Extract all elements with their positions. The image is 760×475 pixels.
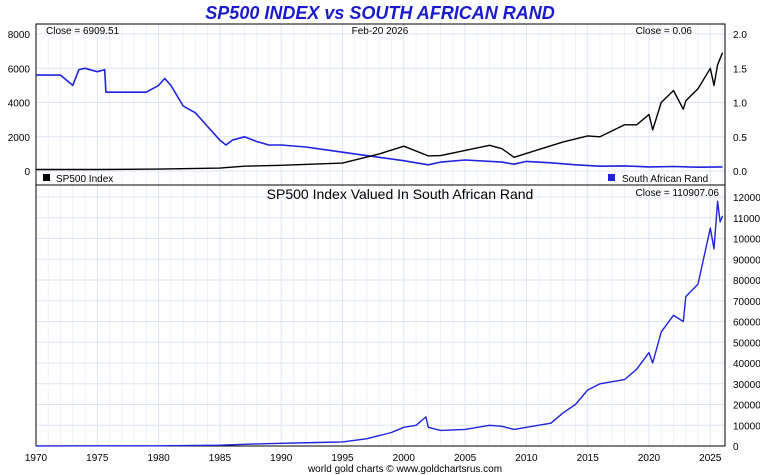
left-y-tick-label: 4000 [8,99,31,110]
bottom-panel-title: SP500 Index Valued In South African Rand [267,186,534,202]
chart-title: SP500 INDEX vs SOUTH AFRICAN RAND [205,3,554,23]
sp500-series-line [36,52,724,171]
sp500-close-readout: Close = 6909.51 [46,26,120,37]
bottom-y-tick-label: 110000 [733,214,760,225]
rand-legend-swatch [608,174,615,181]
legend-sp500: SP500 Index [56,174,113,185]
bottom-y-tick-label: 50000 [733,338,760,349]
legend-rand: South African Rand [622,174,708,185]
x-tick-label: 2005 [454,453,477,464]
bottom-y-tick-label: 100000 [733,235,760,246]
bottom-y-tick-label: 40000 [733,359,760,370]
zar-close-readout: Close = 110907.06 [636,188,720,199]
left-y-tick-label: 2000 [8,133,31,144]
x-tick-label: 1980 [147,453,170,464]
top-panel-frame [35,23,726,186]
sp500-in-zar-series-line [35,200,724,447]
bottom-panel-grid [35,185,725,447]
bottom-y-tick-label: 60000 [733,318,760,329]
left-y-tick-label: 6000 [8,64,31,75]
x-tick-label: 1975 [86,453,109,464]
bottom-y-tick-label: 80000 [733,276,760,287]
footer-credit: world gold charts © www.goldchartsrus.co… [307,464,502,475]
bottom-y-tick-label: 20000 [733,401,760,412]
bottom-y-tick-label: 90000 [733,255,760,266]
bottom-y-tick-label: 10000 [733,421,760,432]
bottom-panel-frame [35,184,726,447]
x-tick-label: 1990 [270,453,293,464]
x-tick-label: 1995 [331,453,354,464]
chart-date: Feb-20 2026 [352,26,409,37]
top-panel-grid [35,24,725,185]
x-tick-label: 2015 [577,453,600,464]
right-y-tick-label: 0.0 [733,167,747,178]
x-tick-label: 2010 [515,453,538,464]
x-tick-label: 2020 [638,453,661,464]
rand-series-line [36,67,723,168]
x-tick-label: 1985 [209,453,232,464]
sp500-legend-swatch [43,174,50,181]
right-y-tick-label: 1.0 [733,99,747,110]
bottom-y-tick-label: 30000 [733,380,760,391]
left-y-tick-label: 0 [24,167,30,178]
right-y-tick-label: 0.5 [733,133,747,144]
x-tick-label: 2025 [699,453,722,464]
bottom-y-tick-label: 70000 [733,297,760,308]
rand-close-readout: Close = 0.06 [636,26,693,37]
right-y-tick-label: 1.5 [733,64,747,75]
x-tick-label: 2000 [393,453,416,464]
bottom-y-tick-label: 0 [733,442,739,453]
x-tick-label: 1970 [25,453,48,464]
left-y-tick-label: 8000 [8,30,31,41]
bottom-y-tick-label: 120000 [733,193,760,204]
right-y-tick-label: 2.0 [733,30,747,41]
